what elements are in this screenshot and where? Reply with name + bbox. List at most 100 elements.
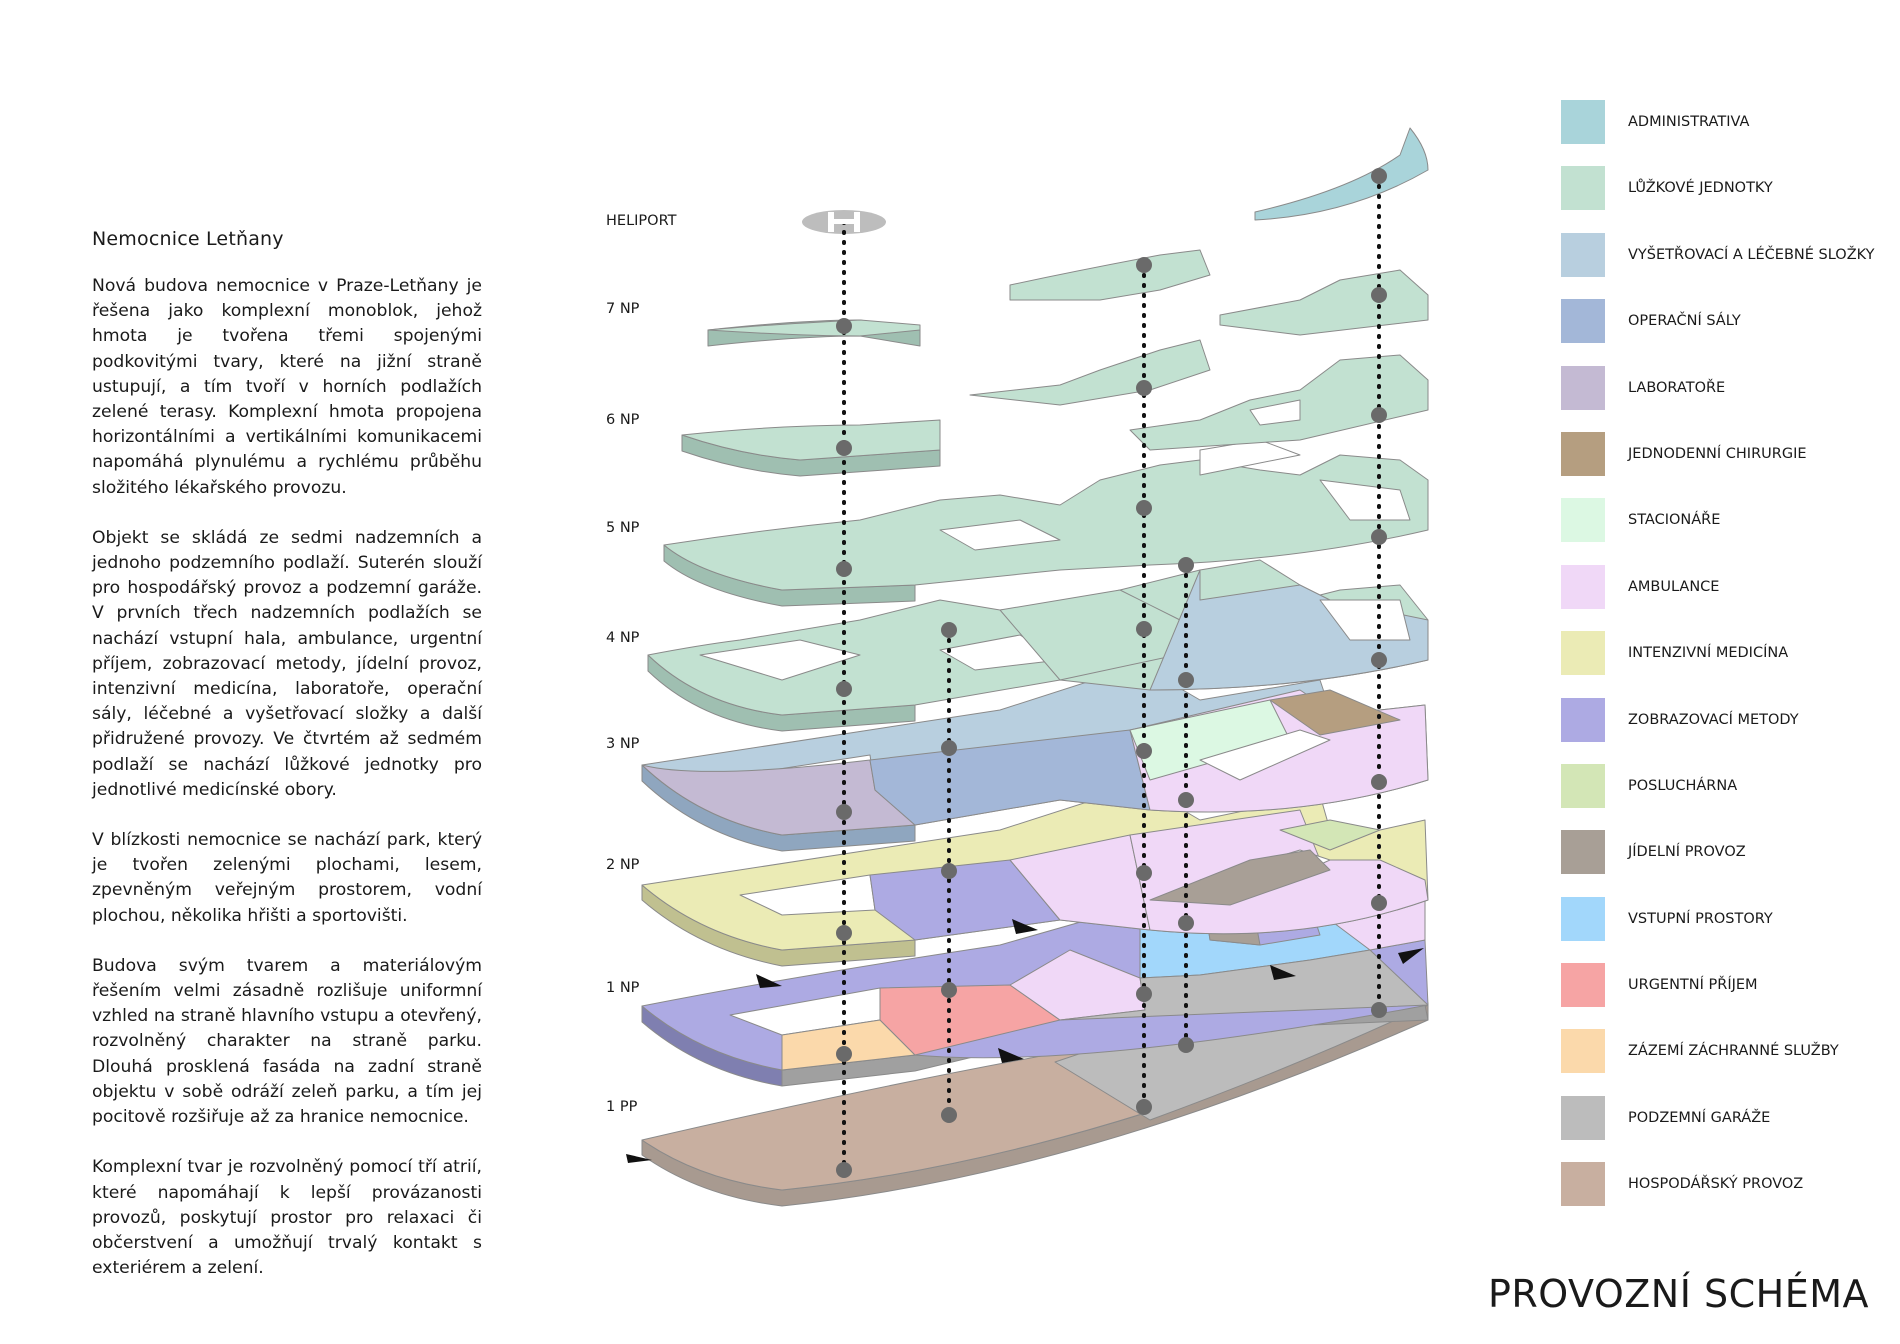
- entrance-arrow-icon: [1398, 948, 1424, 964]
- floor-label-4np: 4 NP: [606, 630, 640, 646]
- entrance-arrow-icon: [1012, 919, 1038, 934]
- floor-label-3np: 3 NP: [606, 736, 640, 752]
- node-shaft-1: [836, 318, 852, 334]
- legend-label: JÍDELNÍ PROVOZ: [1628, 844, 1746, 861]
- node-shaft-3: [1136, 257, 1152, 273]
- entrance-arrows: [626, 919, 1424, 1163]
- floor-label-1pp: 1 PP: [606, 1099, 638, 1115]
- legend-swatch: [1561, 431, 1605, 476]
- legend-item: STACIONÁŘE: [1561, 498, 1891, 564]
- node-shaft-3: [1136, 1099, 1152, 1115]
- node-shaft-3: [1136, 380, 1152, 396]
- legend-swatch: [1561, 763, 1605, 808]
- node-shaft-4: [1178, 1037, 1194, 1053]
- node-shaft-2: [941, 863, 957, 879]
- legend-item: OPERAČNÍ SÁLY: [1561, 299, 1891, 365]
- description-column: Nemocnice Letňany Nová budova nemocnice …: [92, 228, 482, 1306]
- node-shaft-3: [1136, 743, 1152, 759]
- node-shaft-4: [1178, 915, 1194, 931]
- legend-swatch: [1561, 830, 1605, 875]
- floor-slab-5np: [663, 439, 1429, 607]
- legend: ADMINISTRATIVA LŮŽKOVÉ JEDNOTKY VYŠETŘOV…: [1561, 100, 1891, 1229]
- node-shaft-1: [836, 440, 852, 456]
- node-shaft-4: [1178, 672, 1194, 688]
- legend-item: LŮŽKOVÉ JEDNOTKY: [1561, 166, 1891, 232]
- legend-swatch: [1561, 896, 1605, 941]
- legend-swatch: [1561, 166, 1605, 211]
- floor-slab-4np: [647, 559, 1429, 732]
- legend-label: VSTUPNÍ PROSTORY: [1628, 910, 1773, 927]
- legend-item: VSTUPNÍ PROSTORY: [1561, 896, 1891, 963]
- project-title: Nemocnice Letňany: [92, 228, 284, 250]
- legend-swatch: [1561, 631, 1605, 676]
- node-shaft-3: [1136, 621, 1152, 637]
- legend-label: VYŠETŘOVACÍ A LÉČEBNÉ SLOŽKY: [1628, 246, 1875, 263]
- legend-label: URGENTNÍ PŘÍJEM: [1628, 977, 1758, 994]
- legend-swatch: [1561, 697, 1605, 742]
- node-shaft-4: [1178, 792, 1194, 808]
- legend-swatch: [1561, 564, 1605, 609]
- node-shaft-5: [1371, 287, 1387, 303]
- node-shaft-5: [1371, 774, 1387, 790]
- legend-label: AMBULANCE: [1628, 578, 1720, 595]
- legend-label: ADMINISTRATIVA: [1628, 114, 1750, 130]
- legend-label: STACIONÁŘE: [1628, 512, 1721, 529]
- legend-swatch: [1561, 963, 1605, 1008]
- floor-label-5np: 5 NP: [606, 520, 640, 536]
- node-shaft-1: [836, 681, 852, 697]
- legend-item: ZOBRAZOVACÍ METODY: [1561, 697, 1891, 764]
- legend-item: HOSPODÁŘSKÝ PROVOZ: [1561, 1162, 1891, 1228]
- floor-label-heliport: HELIPORT: [606, 213, 677, 229]
- legend-label: INTENZIVNÍ MEDICÍNA: [1628, 645, 1789, 662]
- floor-label-7np: 7 NP: [606, 301, 640, 317]
- legend-label: POSLUCHÁRNA: [1628, 777, 1738, 794]
- entrance-arrow-icon: [756, 974, 782, 988]
- floor-slab-6np: [681, 339, 1429, 477]
- legend-swatch: [1561, 1029, 1605, 1074]
- node-shaft-1: [836, 1162, 852, 1178]
- legend-swatch: [1561, 100, 1605, 144]
- node-shaft-4: [1178, 557, 1194, 573]
- legend-item: PODZEMNÍ GARÁŽE: [1561, 1095, 1891, 1162]
- entrance-arrow-icon: [998, 1048, 1024, 1063]
- entrance-arrow-icon: [1270, 965, 1296, 980]
- node-shaft-1: [836, 561, 852, 577]
- paragraph-floors: Objekt se skládá ze sedmi nadzemních a j…: [92, 527, 482, 800]
- legend-swatch: [1561, 1162, 1605, 1207]
- node-shaft-2: [941, 1107, 957, 1123]
- legend-swatch: [1561, 365, 1605, 410]
- node-shaft-2: [941, 622, 957, 638]
- legend-label: JEDNODENNÍ CHIRURGIE: [1628, 445, 1807, 462]
- legend-swatch: [1561, 1095, 1605, 1140]
- legend-item: AMBULANCE: [1561, 564, 1891, 631]
- legend-item: VYŠETŘOVACÍ A LÉČEBNÉ SLOŽKY: [1561, 232, 1891, 299]
- legend-label: LŮŽKOVÉ JEDNOTKY: [1628, 180, 1773, 197]
- node-shaft-5: [1371, 652, 1387, 668]
- node-shaft-5: [1371, 407, 1387, 423]
- legend-label: ZOBRAZOVACÍ METODY: [1628, 711, 1799, 728]
- paragraph-park: V blízkosti nemocnice se nachází park, k…: [92, 830, 482, 926]
- node-shaft-5: [1371, 895, 1387, 911]
- paragraph-facade: Budova svým tvarem a materiálovým řešení…: [92, 955, 482, 1128]
- floor-label-2np: 2 NP: [606, 857, 640, 873]
- legend-label: LABORATOŘE: [1628, 379, 1726, 396]
- legend-swatch: [1561, 232, 1605, 277]
- legend-label: ZÁZEMÍ ZÁCHRANNÉ SLUŽBY: [1628, 1043, 1839, 1060]
- circulation-nodes: [836, 168, 1387, 1178]
- floor-label-1np: 1 NP: [606, 980, 640, 996]
- paragraph-intro: Nová budova nemocnice v Praze-Letňany je…: [92, 276, 482, 498]
- entrance-arrow-icon: [626, 1154, 652, 1163]
- node-shaft-1: [836, 1046, 852, 1062]
- legend-swatch: [1561, 498, 1605, 543]
- node-shaft-1: [836, 804, 852, 820]
- legend-item: URGENTNÍ PŘÍJEM: [1561, 963, 1891, 1029]
- floor-slab-2np: [641, 784, 1429, 967]
- floor-label-6np: 6 NP: [606, 412, 640, 428]
- legend-item: INTENZIVNÍ MEDICÍNA: [1561, 631, 1891, 697]
- node-shaft-1: [836, 925, 852, 941]
- node-shaft-2: [941, 740, 957, 756]
- legend-item: ADMINISTRATIVA: [1561, 100, 1891, 166]
- legend-swatch: [1561, 299, 1605, 344]
- floor-slab-3np: [641, 664, 1429, 852]
